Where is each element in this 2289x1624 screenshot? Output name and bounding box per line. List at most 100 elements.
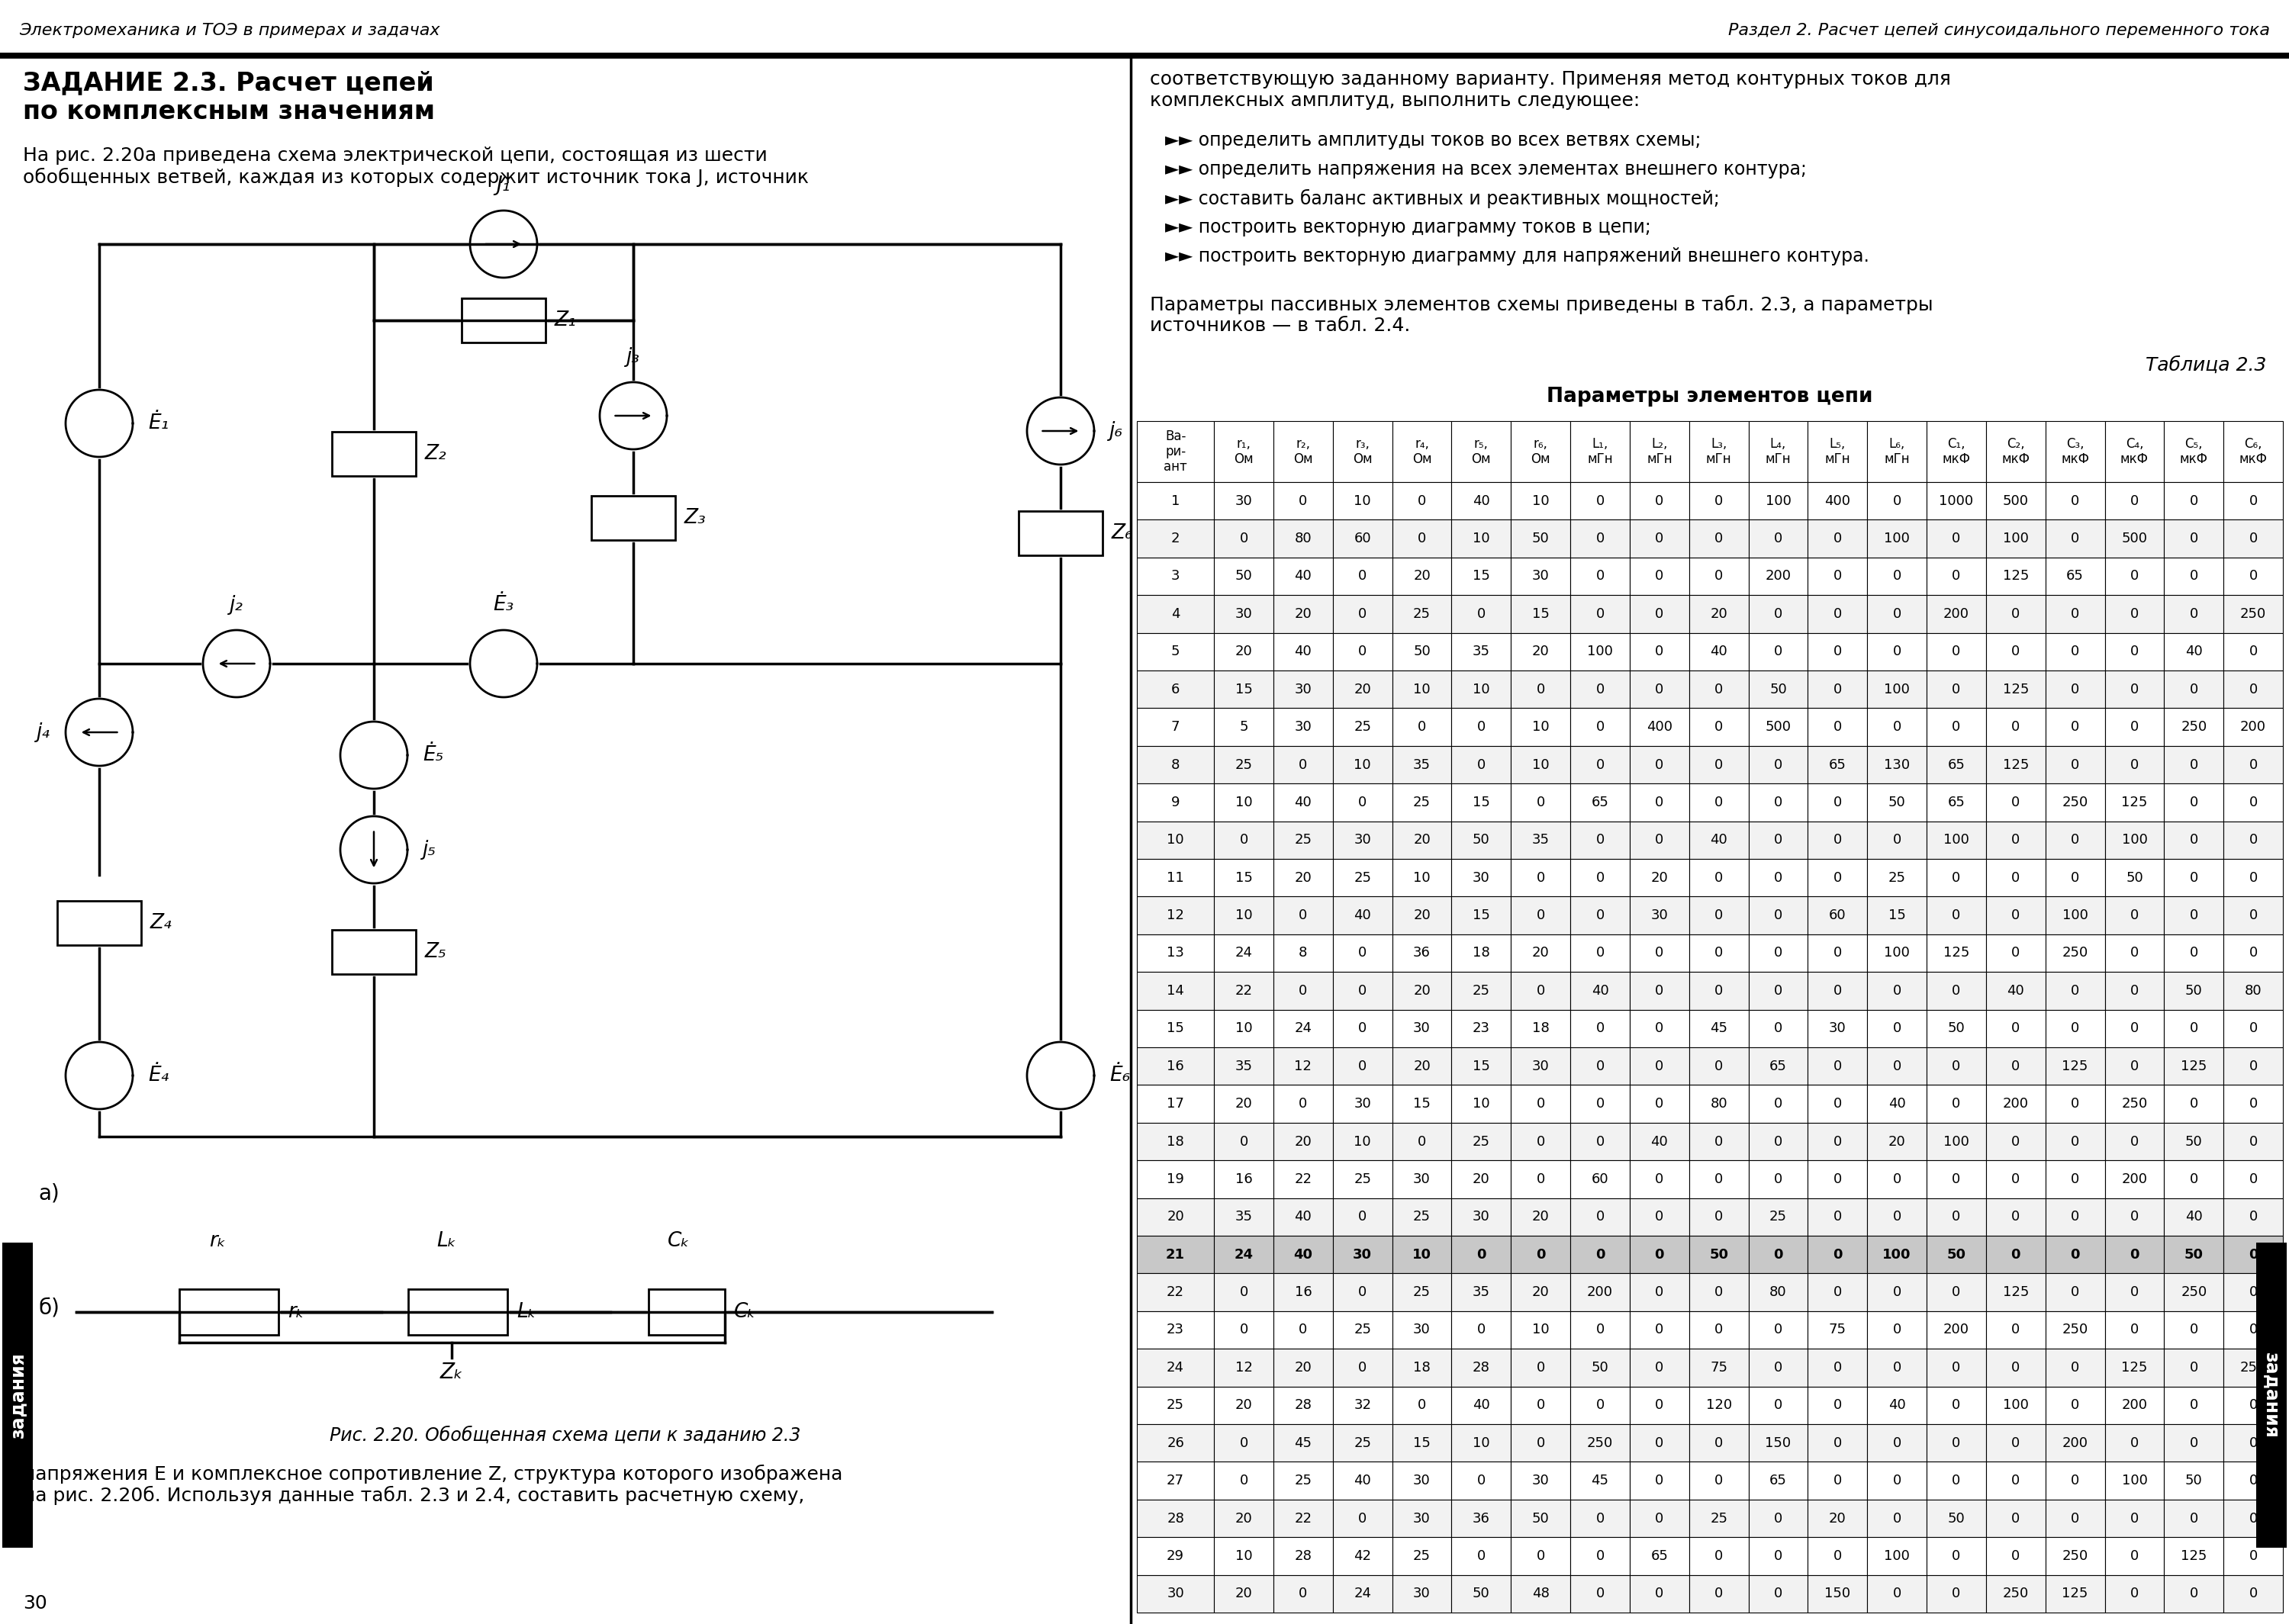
Text: 0: 0 [1536,682,1545,697]
Bar [2046,1462,2106,1499]
Bar [1987,1122,2046,1161]
Text: 0: 0 [2248,947,2257,960]
Text: 100: 100 [1765,494,1790,508]
Text: 100: 100 [2003,531,2028,546]
Bar [1987,421,2046,482]
Bar [1451,1311,1511,1350]
Text: L₁,
мГн: L₁, мГн [1586,437,1614,466]
Bar [1868,1199,1927,1236]
Text: 0: 0 [2072,1361,2078,1374]
Bar [1570,783,1630,822]
Bar [1808,633,1868,671]
Bar [1749,745,1808,783]
Bar [1138,633,1213,671]
Text: Cₖ: Cₖ [668,1231,691,1250]
Text: 0: 0 [1655,796,1664,809]
Text: 0: 0 [1774,1247,1783,1262]
Text: 20: 20 [1412,570,1431,583]
Text: 0: 0 [1357,607,1367,620]
Text: 30: 30 [23,1595,48,1613]
Text: 0: 0 [2072,758,2078,771]
Bar [1332,557,1392,594]
Text: 10: 10 [1353,494,1371,508]
Text: 0: 0 [2191,833,2197,848]
Bar [1987,1499,2046,1538]
Text: ЗАДАНИЕ 2.3. Расчет цепей: ЗАДАНИЕ 2.3. Расчет цепей [23,70,435,96]
Text: 0: 0 [2248,758,2257,771]
Bar [1332,934,1392,971]
Text: 25: 25 [1353,870,1371,885]
Text: 200: 200 [1943,607,1969,620]
Text: 0: 0 [1476,1324,1486,1337]
Bar [1511,1350,1570,1387]
Bar [1927,557,1987,594]
Text: J₁: J₁ [497,175,510,195]
Text: 8: 8 [1298,947,1307,960]
Text: 0: 0 [1833,1059,1843,1073]
Text: 100: 100 [1943,1135,1969,1148]
Text: источников — в табл. 2.4.: источников — в табл. 2.4. [1149,317,1410,335]
Bar [1927,520,1987,557]
Bar [1630,594,1689,633]
Text: 65: 65 [1829,758,1847,771]
Bar [1630,783,1689,822]
Text: 32: 32 [1353,1398,1371,1413]
Text: 250: 250 [2062,796,2088,809]
Text: 0: 0 [1953,1361,1962,1374]
Bar [2163,822,2223,859]
Text: 0: 0 [2072,1210,2078,1224]
Bar [2163,896,2223,934]
Text: 0: 0 [1357,1361,1367,1374]
Text: Ė₆: Ė₆ [1110,1065,1131,1085]
Text: 250: 250 [2181,1285,2207,1299]
Text: 50: 50 [1888,796,1907,809]
Bar [1511,708,1570,745]
Bar [1332,1161,1392,1199]
Text: 25: 25 [1412,796,1431,809]
Text: 400: 400 [1824,494,1850,508]
Text: 20: 20 [1236,1096,1252,1111]
Text: 60: 60 [1591,1173,1609,1186]
Text: 0: 0 [1476,607,1486,620]
Bar [1451,1273,1511,1311]
Text: 150: 150 [1765,1436,1792,1450]
Bar [1808,671,1868,708]
Bar [1392,1462,1451,1499]
Bar [1332,1085,1392,1122]
Text: 50: 50 [1769,682,1788,697]
Text: 0: 0 [1714,1587,1724,1601]
Bar [1138,934,1213,971]
Text: 0: 0 [1595,1247,1605,1262]
Bar [1451,934,1511,971]
Text: 40: 40 [1296,1210,1312,1224]
Text: 0: 0 [1774,607,1783,620]
Text: L₅,
мГн: L₅, мГн [1824,437,1850,466]
Bar [2163,1199,2223,1236]
Text: 0: 0 [2248,1021,2257,1036]
Text: Z₄: Z₄ [151,913,172,932]
Text: 0: 0 [1595,531,1605,546]
Bar [2163,1538,2223,1575]
Text: 25: 25 [1472,984,1490,997]
Bar [1273,896,1332,934]
Bar [2046,482,2106,520]
Bar [1213,783,1273,822]
Text: L₃,
мГн: L₃, мГн [1705,437,1730,466]
Bar [1570,482,1630,520]
Text: 15: 15 [1472,1059,1490,1073]
Bar [1392,934,1451,971]
Text: 19: 19 [1167,1173,1183,1186]
Bar [1138,708,1213,745]
Text: 0: 0 [1655,494,1664,508]
Text: C₆,
мкФ: C₆, мкФ [2239,437,2268,466]
Bar [1332,671,1392,708]
Bar [1332,1575,1392,1613]
Text: 0: 0 [2131,947,2138,960]
Bar [1273,482,1332,520]
Bar [1213,896,1273,934]
Bar [1927,1236,1987,1273]
Text: 0: 0 [1714,570,1724,583]
Bar [1332,859,1392,896]
Text: 125: 125 [2122,1361,2147,1374]
Bar [1213,822,1273,859]
